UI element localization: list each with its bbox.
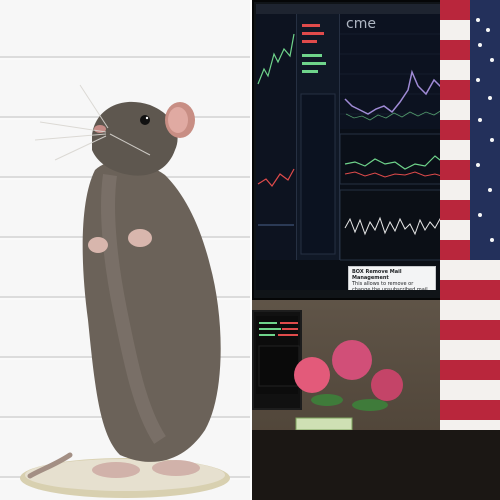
order-book-column — [297, 14, 340, 260]
roses — [294, 340, 403, 411]
rat-illustration — [20, 84, 230, 498]
trading-setup-panel: cme — [252, 0, 500, 500]
tablet-screen — [256, 316, 300, 394]
dialog-title: BOX Remove Mail Management — [352, 269, 402, 281]
trading-grid: cme — [256, 14, 466, 261]
monitor-screen: cme — [256, 4, 466, 290]
american-flag — [440, 0, 500, 500]
left-chart-column — [256, 14, 297, 260]
desk-shelf — [252, 430, 500, 500]
cme-logo: cme — [346, 16, 376, 32]
notification-dialog[interactable]: BOX Remove Mail Management This allows t… — [348, 266, 436, 290]
dialog-body: This allows to remove or change the unsu… — [352, 281, 428, 290]
collage-divider — [250, 0, 252, 500]
tablet-quotes — [258, 322, 300, 387]
trading-monitor: cme — [252, 0, 470, 300]
monitor-topbar — [256, 4, 466, 14]
rat-photo-panel — [0, 0, 250, 500]
order-book — [300, 24, 336, 255]
tablet — [252, 310, 302, 410]
mini-chart — [257, 33, 295, 226]
